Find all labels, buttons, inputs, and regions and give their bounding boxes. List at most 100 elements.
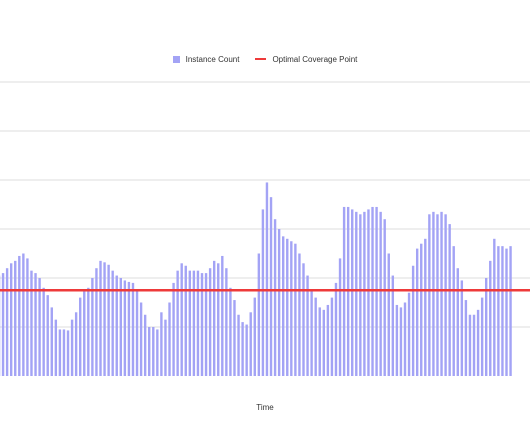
bar[interactable]	[87, 287, 90, 376]
bar[interactable]	[440, 211, 443, 376]
bar[interactable]	[282, 236, 285, 376]
bar[interactable]	[298, 253, 301, 377]
bar[interactable]	[472, 314, 476, 376]
bar[interactable]	[415, 248, 419, 376]
bar[interactable]	[164, 319, 167, 376]
bar[interactable]	[180, 263, 183, 376]
bar[interactable]	[383, 219, 386, 376]
bar[interactable]	[253, 297, 256, 376]
bar[interactable]	[464, 300, 468, 376]
bar[interactable]	[221, 255, 224, 376]
bar[interactable]	[334, 282, 338, 376]
bar[interactable]	[468, 314, 472, 376]
bar[interactable]	[204, 273, 208, 376]
bar[interactable]	[460, 280, 464, 376]
bar[interactable]	[160, 312, 163, 376]
bar[interactable]	[318, 307, 321, 376]
bar[interactable]	[493, 238, 496, 376]
bar[interactable]	[212, 260, 216, 376]
bar[interactable]	[322, 309, 325, 376]
bar[interactable]	[294, 243, 297, 376]
bar[interactable]	[22, 253, 25, 377]
bar[interactable]	[196, 270, 200, 376]
bar[interactable]	[432, 211, 435, 376]
bar[interactable]	[192, 270, 196, 376]
bar[interactable]	[448, 224, 451, 376]
bar[interactable]	[91, 278, 94, 376]
bar[interactable]	[265, 182, 269, 376]
bar[interactable]	[143, 314, 147, 376]
bar[interactable]	[456, 268, 459, 376]
bar[interactable]	[58, 329, 62, 376]
bar[interactable]	[103, 262, 106, 376]
bar[interactable]	[62, 329, 66, 376]
bar[interactable]	[302, 263, 305, 376]
bar[interactable]	[152, 327, 155, 376]
bar[interactable]	[83, 290, 86, 376]
bar[interactable]	[509, 246, 512, 376]
bar[interactable]	[355, 211, 358, 376]
bar[interactable]	[286, 238, 289, 376]
bar[interactable]	[74, 312, 78, 376]
bar[interactable]	[379, 211, 382, 376]
bar[interactable]	[407, 292, 411, 376]
bar[interactable]	[501, 246, 504, 376]
bar[interactable]	[269, 197, 273, 376]
bar[interactable]	[42, 287, 45, 376]
bar[interactable]	[310, 290, 313, 376]
bar[interactable]	[200, 273, 204, 376]
bar[interactable]	[452, 246, 455, 376]
bar[interactable]	[241, 322, 244, 376]
bar[interactable]	[497, 246, 500, 376]
bar[interactable]	[208, 268, 212, 376]
bar[interactable]	[330, 297, 334, 376]
bar[interactable]	[38, 278, 41, 376]
bar[interactable]	[326, 304, 330, 376]
bar[interactable]	[217, 263, 220, 376]
bar[interactable]	[107, 264, 110, 376]
bar[interactable]	[95, 268, 98, 376]
bar[interactable]	[30, 270, 33, 376]
bar[interactable]	[436, 214, 439, 376]
bar[interactable]	[119, 278, 122, 376]
bar[interactable]	[123, 280, 127, 376]
bar[interactable]	[54, 319, 58, 376]
bar[interactable]	[428, 214, 431, 376]
bar[interactable]	[188, 270, 192, 376]
bar[interactable]	[249, 312, 252, 376]
bar[interactable]	[135, 290, 139, 376]
bar[interactable]	[50, 307, 53, 376]
bar[interactable]	[411, 265, 415, 376]
bar[interactable]	[273, 219, 277, 376]
bar[interactable]	[444, 214, 447, 376]
bar[interactable]	[420, 243, 423, 376]
bar[interactable]	[111, 270, 114, 376]
bar[interactable]	[306, 275, 309, 376]
bar[interactable]	[338, 258, 342, 376]
bar[interactable]	[9, 263, 13, 376]
bar[interactable]	[237, 314, 240, 376]
bar[interactable]	[156, 329, 159, 376]
bar[interactable]	[66, 330, 70, 376]
bar[interactable]	[277, 229, 281, 376]
bar[interactable]	[168, 302, 171, 377]
bar[interactable]	[99, 260, 102, 376]
bar[interactable]	[26, 258, 29, 376]
bar[interactable]	[70, 319, 74, 376]
bar[interactable]	[391, 275, 395, 376]
bar[interactable]	[148, 327, 151, 376]
bar[interactable]	[489, 260, 492, 376]
bar[interactable]	[115, 275, 118, 376]
legend-item-optimal-coverage[interactable]: Optimal Coverage Point	[255, 55, 357, 64]
bar[interactable]	[480, 297, 484, 376]
bar[interactable]	[127, 281, 131, 376]
bar[interactable]	[176, 270, 179, 376]
bar[interactable]	[18, 255, 21, 376]
bar[interactable]	[314, 297, 317, 376]
bar[interactable]	[399, 307, 403, 376]
bar[interactable]	[505, 248, 508, 376]
bar[interactable]	[261, 209, 265, 376]
bar[interactable]	[485, 278, 488, 376]
bar[interactable]	[233, 300, 236, 376]
bar[interactable]	[172, 282, 175, 376]
